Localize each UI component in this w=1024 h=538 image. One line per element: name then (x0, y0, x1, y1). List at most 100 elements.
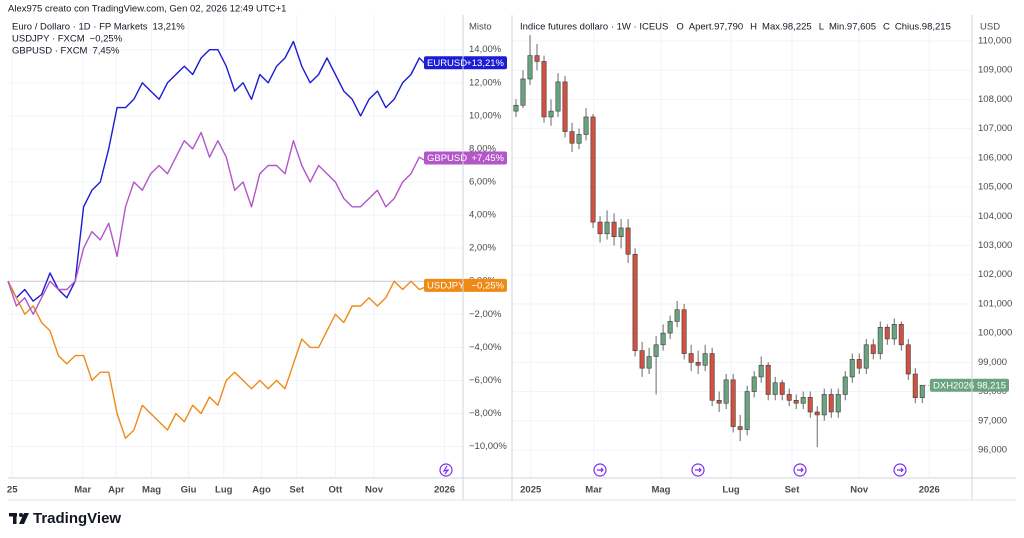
y-tick-label: 12,00% (469, 77, 502, 88)
x-tick-label: Apr (108, 485, 125, 496)
candle-body (737, 426, 743, 430)
candle-body (758, 364, 764, 378)
y-tick-label: 101,000 (978, 298, 1012, 309)
candle-body (856, 359, 862, 369)
y-tick-label: −10,00% (469, 441, 507, 452)
candle-body (562, 81, 568, 132)
candle-body (807, 397, 813, 413)
candle-body (912, 373, 918, 398)
x-tick-label: 2025 (520, 485, 542, 496)
logo-part (19, 513, 23, 517)
y-tick-label: 103,000 (978, 240, 1012, 251)
candle-body (786, 394, 792, 401)
price-tag (424, 151, 507, 165)
candle-body (527, 55, 533, 80)
candle-body (695, 362, 701, 366)
price-tag (930, 378, 1009, 392)
event-icon[interactable] (691, 463, 705, 477)
candle-body (611, 221, 617, 238)
candle-body (891, 324, 897, 340)
x-tick-label: Ago (252, 485, 271, 496)
event-icons (439, 463, 907, 477)
x-tick-label: Set (289, 485, 305, 496)
price-tag-value: +13,21% (466, 58, 504, 69)
candle-body (583, 116, 589, 135)
price-tag-name: USDJPY (427, 280, 465, 291)
candle-body (590, 116, 596, 223)
y-tick-label: 6,00% (469, 177, 496, 188)
series-line (7, 131, 437, 315)
price-tag (424, 56, 507, 70)
candle-body (919, 384, 925, 398)
x-tick-label: Nov (365, 485, 384, 496)
y-tick-label: 8,00% (469, 143, 496, 154)
candle-body (821, 394, 827, 416)
y-tick-label: 107,000 (978, 123, 1012, 134)
candle-body (842, 376, 848, 395)
candle-body (751, 376, 757, 392)
candle-body (730, 379, 736, 427)
y-tick-label: 14,00% (469, 44, 502, 55)
series-line (7, 280, 437, 439)
price-tag-value: 98,215 (977, 380, 1006, 391)
candle-body (898, 324, 904, 346)
candle-body (702, 353, 708, 366)
event-icon[interactable] (893, 463, 907, 477)
x-tick-label: Ott (329, 485, 344, 496)
x-tick-label: Mar (74, 485, 91, 496)
event-icon[interactable] (593, 463, 607, 477)
x-tick-label: Mag (142, 485, 161, 496)
event-icon-glyph (797, 467, 804, 473)
y-tick-label: 102,000 (978, 269, 1012, 280)
chart-title: Indice futures dollaro · 1W · ICEUS (520, 22, 668, 33)
candle-body (905, 344, 911, 375)
y-tick-label: 96,000 (978, 444, 1007, 455)
candle-body (555, 81, 561, 112)
candle-body (646, 356, 652, 369)
candle-body (800, 397, 806, 404)
y-tick-label: 104,000 (978, 211, 1012, 222)
y-tick-label: 108,000 (978, 94, 1012, 105)
header: Alex975 creato con TradingView.com, Gen … (8, 4, 286, 15)
y-tick-label: 106,000 (978, 152, 1012, 163)
ohlc-key: L (819, 22, 824, 33)
x-tick-label: Nov (850, 485, 869, 496)
candle-body (723, 379, 729, 404)
x-tick-label: Mag (651, 485, 670, 496)
y-tick-label: 99,000 (978, 357, 1007, 368)
candle-body (688, 353, 694, 363)
candle-body (674, 309, 680, 322)
candle-body (520, 78, 526, 106)
legend-entry: GBPUSD · FXCM (12, 46, 88, 57)
footer-brand: TradingView (33, 510, 121, 527)
axis-label: USD (980, 22, 1000, 33)
plots: 25 Mar Apr Mag Giu Lug Ago Set Ott Nov 2026 14,00% 1… (7, 15, 1012, 496)
candle-body (681, 309, 687, 354)
candle-body (765, 364, 771, 395)
y-tick-label: 100,000 (978, 328, 1012, 339)
x-tick-label: Lug (722, 485, 740, 496)
candle-body (828, 394, 834, 413)
candle-body (814, 411, 820, 416)
price-tag-value: −0,25% (472, 280, 505, 291)
logo-part (19, 513, 29, 524)
candle-body (632, 253, 638, 351)
event-icon-glyph (695, 467, 702, 473)
candle-body (870, 344, 876, 354)
event-icon[interactable] (439, 463, 453, 477)
candle-body (779, 382, 785, 395)
ohlc-value: Min.97,605 (829, 22, 876, 33)
event-icon[interactable] (793, 463, 807, 477)
candle-body (576, 134, 582, 144)
legend-entry: USDJPY · FXCM (12, 34, 85, 45)
y-tick-label: −6,00% (469, 375, 502, 386)
y-tick-label: 10,00% (469, 110, 502, 121)
candle-body (548, 110, 554, 118)
y-tick-label: −8,00% (469, 408, 502, 419)
candle-body (849, 359, 855, 378)
candle-body (716, 399, 722, 404)
event-icon-glyph (897, 467, 904, 473)
logo (9, 513, 29, 524)
price-tag-value: +7,45% (472, 153, 505, 164)
